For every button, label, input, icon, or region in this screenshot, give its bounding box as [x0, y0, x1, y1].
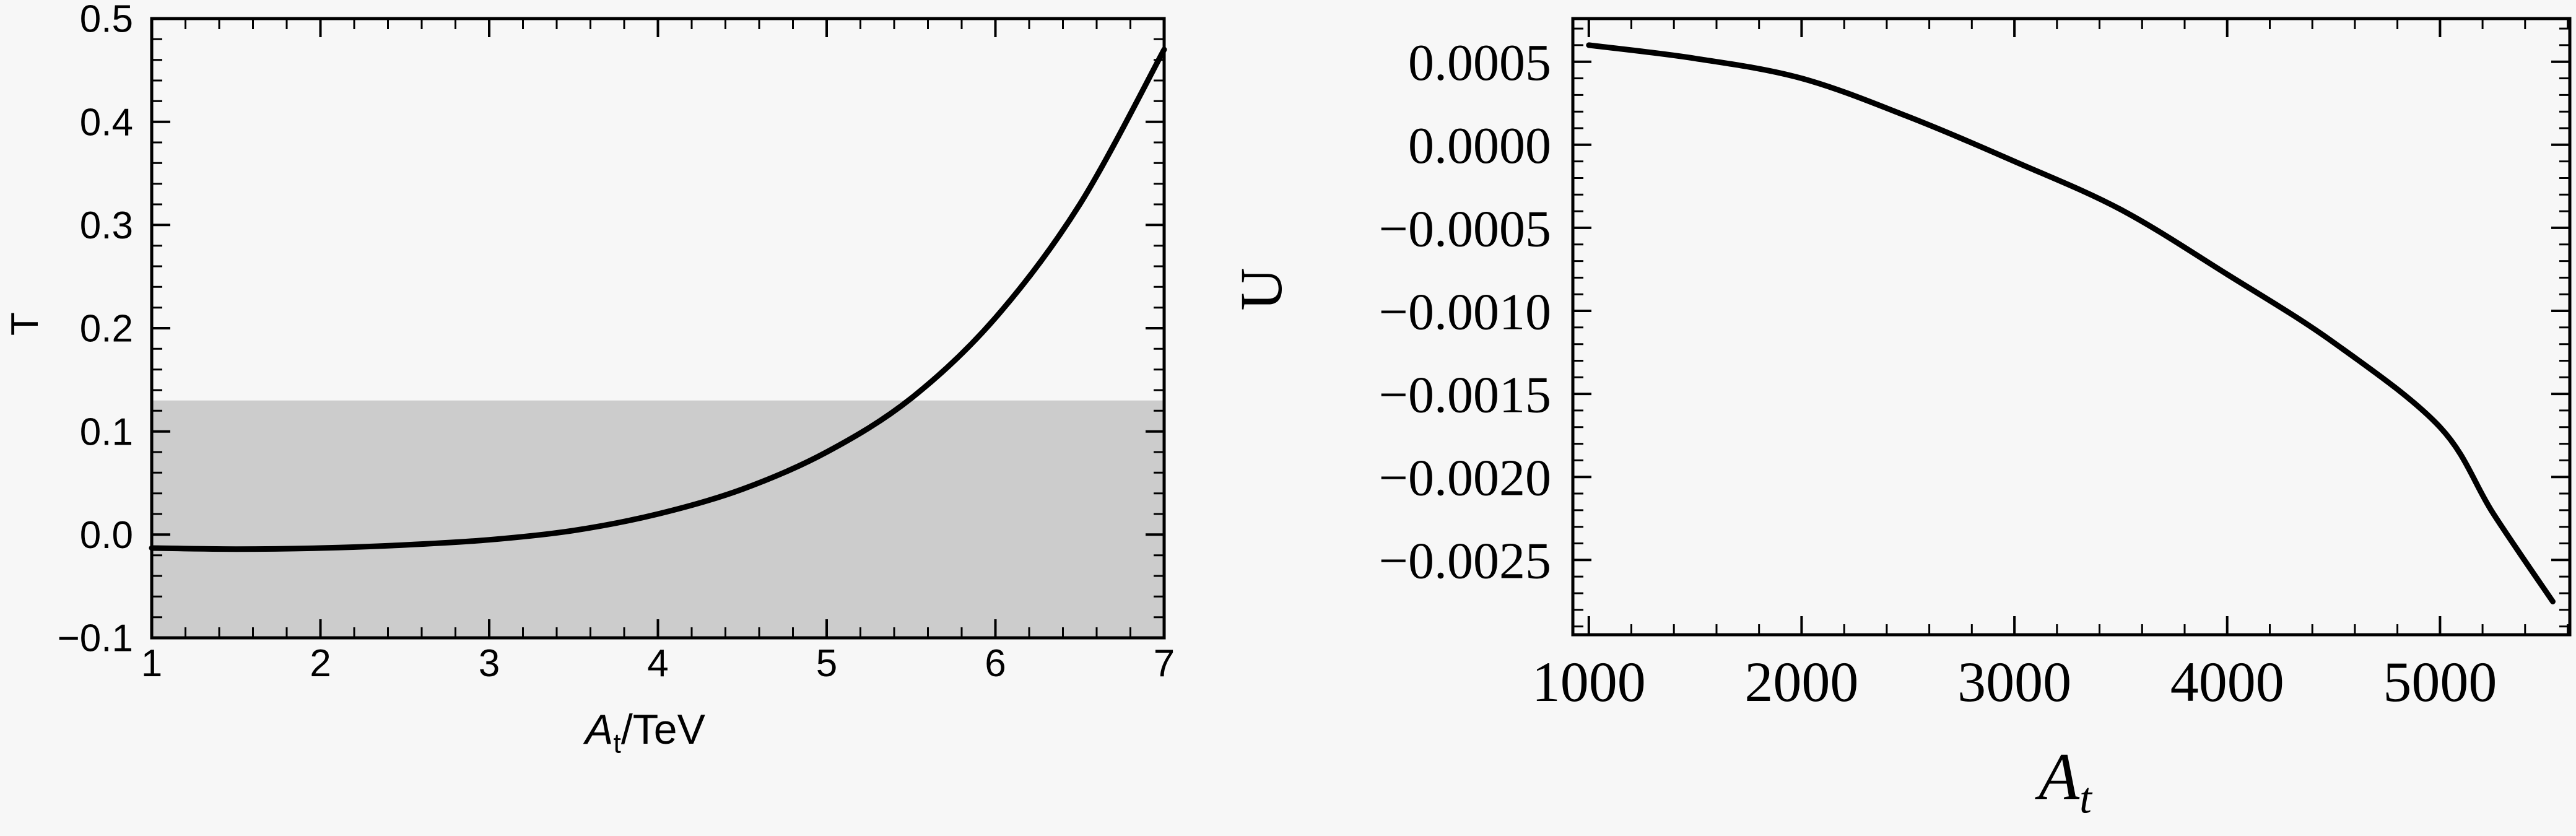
left-x-tick-label: 3: [479, 642, 500, 685]
left-curve-T: [149, 46, 1167, 552]
right-y-tick-label: 0.0005: [1408, 34, 1551, 92]
left-x-tick-label: 4: [647, 642, 668, 685]
left-xlabel-subscript: t: [613, 727, 621, 759]
left-x-tick-label: 7: [1154, 642, 1175, 685]
right-x-tick-label: 5000: [2383, 650, 2497, 713]
left-allowed-band: [152, 400, 1164, 638]
right-y-tick-label: −0.0020: [1379, 450, 1551, 507]
right-x-tick-label: 1000: [1532, 650, 1646, 713]
right-plot-frame: [1571, 17, 2572, 637]
left-x-tick-label: 1: [141, 642, 162, 685]
left-xlabel-unit: /TeV: [620, 706, 705, 753]
right-plot-x-axis-label: At: [2039, 744, 2092, 821]
right-xlabel-symbol: A: [2039, 740, 2080, 814]
right-curve-U: [1586, 42, 2556, 604]
right-y-tick-label: −0.0015: [1379, 367, 1551, 424]
left-y-tick-label: 0.2: [80, 308, 133, 351]
left-plot-x-axis-label: At/TeV: [585, 706, 705, 757]
left-y-tick-label: 0.1: [80, 411, 133, 453]
right-y-tick-label: 0.0000: [1408, 117, 1551, 175]
right-plot-y-axis-label: U: [1228, 268, 1294, 311]
left-plot-y-axis-label: T: [4, 312, 46, 336]
right-xlabel-subscript: t: [2079, 773, 2092, 823]
right-x-tick-label: 4000: [2170, 650, 2284, 713]
left-xlabel-symbol: A: [585, 706, 614, 753]
left-y-tick-label: −0.1: [58, 617, 133, 660]
right-x-tick-label: 2000: [1744, 650, 1858, 713]
right-y-tick-label: −0.0010: [1379, 283, 1551, 341]
left-x-tick-label: 5: [816, 642, 837, 685]
right-y-tick-label: −0.0025: [1379, 533, 1551, 590]
left-y-tick-label: 0.4: [80, 101, 133, 144]
right-x-tick-label: 3000: [1957, 650, 2071, 713]
left-plot-frame: [150, 17, 1166, 640]
left-y-tick-label: 0.0: [80, 514, 133, 557]
left-y-tick-label: 0.3: [80, 204, 133, 247]
right-y-tick-label: −0.0005: [1379, 200, 1551, 258]
left-x-tick-label: 2: [310, 642, 331, 685]
left-y-tick-label: 0.5: [80, 0, 133, 41]
left-x-tick-label: 6: [985, 642, 1006, 685]
